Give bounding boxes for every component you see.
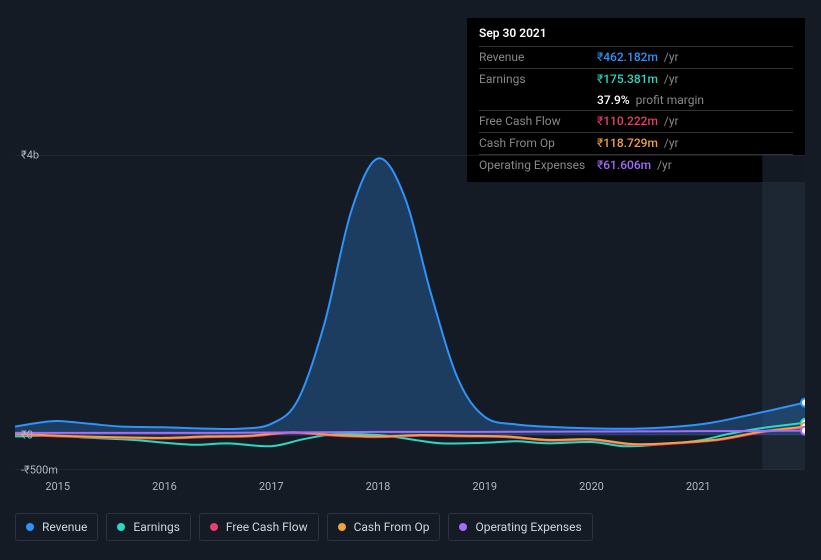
legend-item[interactable]: Cash From Op — [327, 513, 441, 541]
tooltip-row: Cash From Op₹118.729m /yr — [479, 132, 793, 154]
tooltip-label — [479, 92, 597, 109]
legend-item[interactable]: Revenue — [15, 513, 98, 541]
y-axis-label: ₹4b — [21, 149, 39, 162]
tooltip-date: Sep 30 2021 — [479, 26, 793, 46]
chart-area[interactable]: ₹4b₹0-₹500m — [15, 155, 805, 470]
x-axis-label: 2016 — [152, 480, 177, 493]
x-axis-label: 2020 — [579, 480, 604, 493]
tooltip-value: 37.9% profit margin — [597, 92, 704, 109]
tooltip-value: ₹110.222m /yr — [597, 113, 679, 130]
legend-label: Earnings — [133, 520, 180, 534]
legend-dot-icon — [459, 523, 467, 531]
legend-item[interactable]: Free Cash Flow — [199, 513, 319, 541]
y-axis-label: ₹0 — [21, 429, 33, 442]
tooltip-value: ₹462.182m /yr — [597, 49, 679, 66]
legend-item[interactable]: Operating Expenses — [448, 513, 592, 541]
x-axis-label: 2015 — [45, 480, 70, 493]
tooltip-label: Earnings — [479, 71, 597, 88]
x-axis-label: 2021 — [686, 480, 711, 493]
x-axis-labels: 2015 2016 2017 2018 2019 2020 2021 — [15, 480, 805, 500]
tooltip-label: Free Cash Flow — [479, 113, 597, 130]
legend-dot-icon — [26, 523, 34, 531]
tooltip-row: 37.9% profit margin — [479, 90, 793, 111]
tooltip-label: Cash From Op — [479, 135, 597, 152]
legend-item[interactable]: Earnings — [106, 513, 191, 541]
legend-label: Operating Expenses — [475, 520, 581, 534]
legend-label: Cash From Op — [354, 520, 430, 534]
y-axis-label: -₹500m — [21, 464, 58, 477]
tooltip-label: Revenue — [479, 49, 597, 66]
x-axis-label: 2017 — [259, 480, 284, 493]
x-axis-label: 2018 — [366, 480, 391, 493]
legend-dot-icon — [338, 523, 346, 531]
tooltip-value: ₹118.729m /yr — [597, 135, 679, 152]
legend-label: Revenue — [42, 520, 87, 534]
x-axis-label: 2019 — [472, 480, 497, 493]
legend-label: Free Cash Flow — [226, 520, 308, 534]
tooltip-row: Revenue₹462.182m /yr — [479, 46, 793, 68]
tooltip-value: ₹175.381m /yr — [597, 71, 679, 88]
legend-dot-icon — [210, 523, 218, 531]
legend: Revenue Earnings Free Cash Flow Cash From O… — [15, 513, 593, 541]
tooltip-row: Free Cash Flow₹110.222m /yr — [479, 110, 793, 132]
chart-svg — [15, 155, 805, 470]
tooltip-row: Earnings₹175.381m /yr — [479, 68, 793, 90]
legend-dot-icon — [117, 523, 125, 531]
